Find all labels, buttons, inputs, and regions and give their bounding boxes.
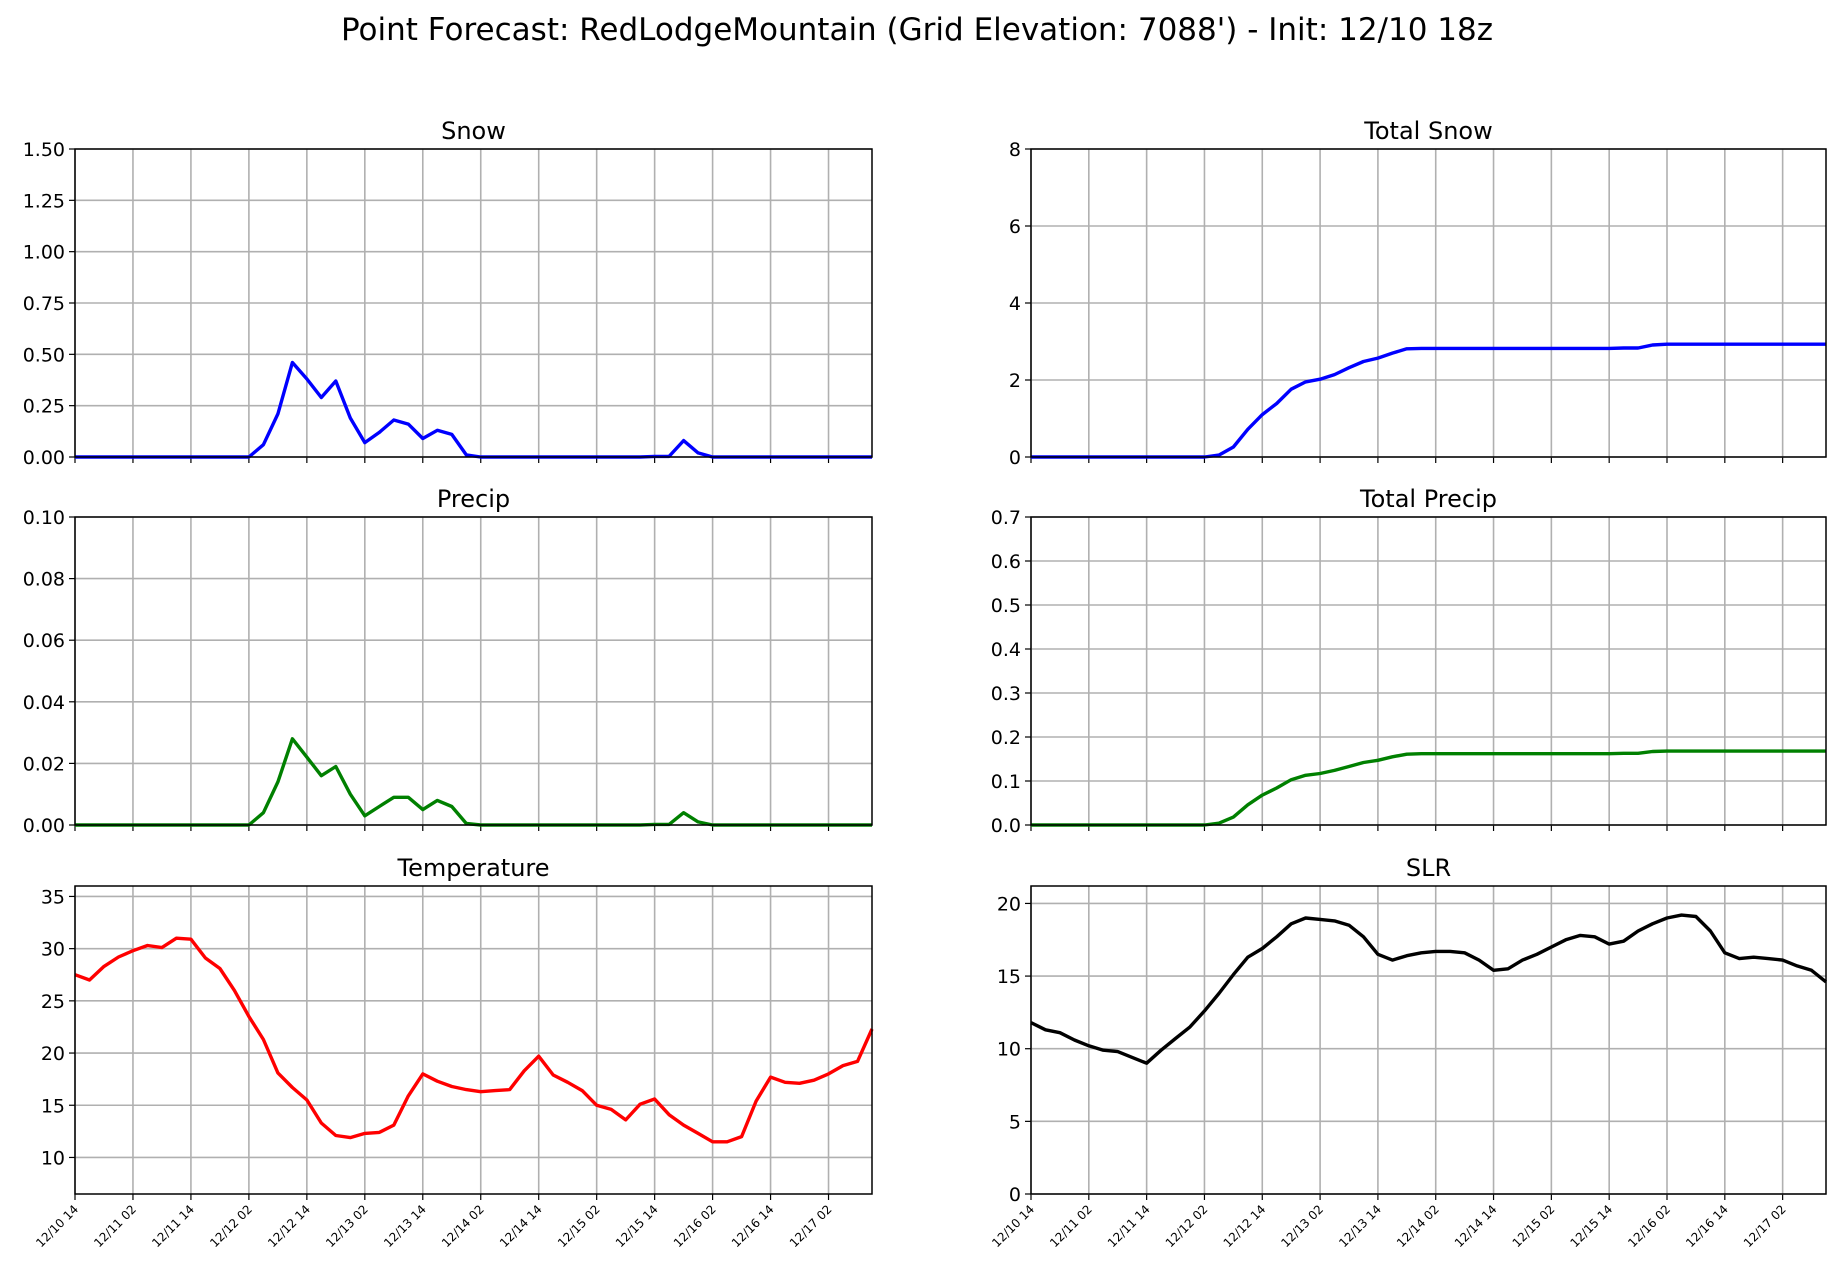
x-tick-label: 12/10 14 [33, 1202, 81, 1250]
series-line-snow [75, 360, 872, 459]
y-tick-label: 0.50 [23, 344, 65, 366]
y-tick-label: 35 [41, 886, 65, 908]
y-tick-label: 0.00 [23, 447, 65, 469]
x-tick-label: 12/14 02 [439, 1202, 487, 1250]
y-tick-label: 0.08 [23, 569, 65, 591]
x-tick-label: 12/15 02 [1510, 1202, 1558, 1250]
y-tick-label: 0.10 [23, 507, 65, 529]
y-tick-label: 0.3 [991, 683, 1021, 705]
subplot-snow: Snow 0.00 0.25 0.50 0.75 1.00 1.25 1.50 [23, 117, 873, 469]
x-tick-label: 12/16 02 [671, 1202, 719, 1250]
y-tick-label: 2 [1009, 370, 1021, 392]
y-tick-label: 0 [1009, 447, 1021, 469]
series-line-total_precip [1031, 749, 1826, 827]
x-tick-label: 12/12 14 [1221, 1202, 1269, 1250]
x-tick-label: 12/15 14 [1567, 1202, 1615, 1250]
x-tick-label: 12/13 02 [1278, 1202, 1326, 1250]
series-line-total_snow [1031, 342, 1826, 459]
y-tick-label: 0.25 [23, 396, 65, 418]
y-tick-label: 0.04 [23, 692, 65, 714]
y-tick-label: 0.02 [23, 753, 65, 775]
subplot-title: Total Precip [1359, 485, 1497, 513]
x-tick-label: 12/11 14 [149, 1202, 197, 1250]
y-tick-label: 30 [41, 939, 65, 961]
axes-frame [1030, 885, 1827, 1195]
series-line-precip [75, 737, 872, 827]
x-tick-label: 12/11 02 [91, 1202, 139, 1250]
x-tick-label: 12/16 02 [1625, 1202, 1673, 1250]
y-tick-label: 0.4 [991, 639, 1021, 661]
x-tick-label: 12/12 02 [1163, 1202, 1211, 1250]
x-tick-label: 12/13 14 [1336, 1202, 1384, 1250]
y-tick-label: 0.2 [991, 727, 1021, 749]
y-tick-label: 1.50 [23, 139, 65, 161]
figure-title: Point Forecast: RedLodgeMountain (Grid E… [341, 12, 1493, 48]
x-tick-label: 12/10 14 [989, 1202, 1037, 1250]
subplot-title: Snow [441, 117, 506, 145]
x-tick-label: 12/15 14 [613, 1202, 661, 1250]
x-tick-label: 12/11 02 [1047, 1202, 1095, 1250]
y-tick-label: 25 [41, 991, 65, 1013]
x-tick-label: 12/14 14 [497, 1202, 545, 1250]
x-tick-label: 12/14 02 [1394, 1202, 1442, 1250]
x-tick-label: 12/11 14 [1105, 1202, 1153, 1250]
y-tick-label: 0.5 [991, 595, 1021, 617]
y-tick-label: 0.1 [991, 771, 1021, 793]
x-tick-label: 12/17 02 [1741, 1202, 1789, 1250]
axes-frame [74, 148, 873, 458]
y-tick-label: 0 [1009, 1184, 1021, 1206]
axes-frame [1030, 148, 1827, 458]
x-tick-label: 12/13 14 [381, 1202, 429, 1250]
subplot-total_snow: Total Snow 0 2 4 6 8 [1009, 117, 1827, 469]
subplot-title: Precip [437, 485, 510, 513]
x-tick-label: 12/15 02 [555, 1202, 603, 1250]
y-tick-label: 1.25 [23, 190, 65, 212]
axes-frame [74, 885, 873, 1195]
subplot-precip: Precip 0.00 0.02 0.04 0.06 0.08 0.10 [23, 485, 873, 837]
x-tick-label: 12/13 02 [323, 1202, 371, 1250]
subplot-total_precip: Total Precip 0.0 0.1 0.2 0.3 0.4 0.5 0.6 0.7 [991, 485, 1827, 837]
x-tick-label: 12/14 14 [1452, 1202, 1500, 1250]
y-tick-label: 0.0 [991, 815, 1021, 837]
y-tick-label: 6 [1009, 216, 1021, 238]
y-tick-label: 0.75 [23, 293, 65, 315]
y-tick-label: 20 [41, 1043, 65, 1065]
subplot-title: Total Snow [1363, 117, 1492, 145]
x-tick-label: 12/12 14 [265, 1202, 313, 1250]
subplot-title: SLR [1406, 854, 1451, 882]
x-tick-label: 12/16 14 [729, 1202, 777, 1250]
y-tick-label: 0.06 [23, 630, 65, 652]
axes-frame [1030, 516, 1827, 826]
y-tick-label: 15 [997, 966, 1021, 988]
y-tick-label: 0.6 [991, 551, 1021, 573]
x-tick-label: 12/17 02 [787, 1202, 835, 1250]
series-line-slr [1030, 913, 1828, 1065]
subplot-title: Temperature [396, 854, 549, 882]
y-tick-label: 5 [1009, 1111, 1021, 1133]
y-tick-label: 4 [1009, 293, 1021, 315]
y-tick-label: 10 [41, 1147, 65, 1169]
y-tick-label: 15 [41, 1095, 65, 1117]
x-tick-label: 12/12 02 [207, 1202, 255, 1250]
y-tick-label: 8 [1009, 139, 1021, 161]
y-tick-label: 10 [997, 1039, 1021, 1061]
axes-frame [74, 516, 873, 826]
series-line-temperature [74, 936, 874, 1144]
y-tick-label: 1.00 [23, 242, 65, 264]
y-tick-label: 0.00 [23, 815, 65, 837]
x-tick-label: 12/16 14 [1683, 1202, 1731, 1250]
subplot-slr: SLR 12/10 14 12/11 02 12/11 14 12/12 02 12/12… [989, 854, 1828, 1250]
y-tick-label: 20 [997, 893, 1021, 915]
y-tick-label: 0.7 [991, 507, 1021, 529]
